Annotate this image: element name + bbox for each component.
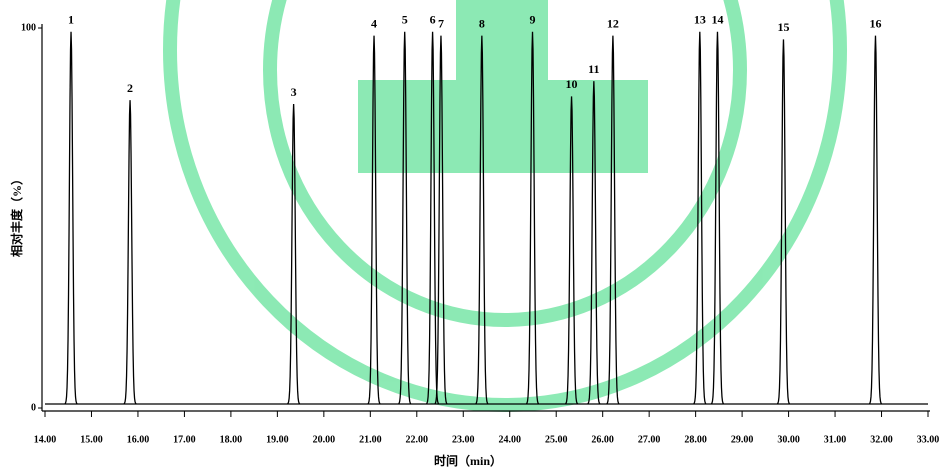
peak-label: 14 <box>711 13 723 27</box>
peak <box>475 35 489 405</box>
peak-label: 9 <box>530 13 536 27</box>
peak-label: 12 <box>607 16 619 30</box>
x-tick-label: 22.00 <box>406 434 429 445</box>
y-axis-label: 相对丰度（%） <box>9 173 24 257</box>
peak <box>587 81 601 405</box>
peak <box>367 35 381 405</box>
peak <box>776 39 790 405</box>
x-tick-label: 32.00 <box>870 434 893 445</box>
watermark-shape <box>358 80 648 173</box>
peak-label: 10 <box>566 77 578 91</box>
peak-label: 11 <box>588 62 599 76</box>
peak-label: 3 <box>291 85 297 99</box>
y-tick-label: 0 <box>31 402 36 413</box>
x-tick-label: 20.00 <box>313 434 336 445</box>
x-tick-label: 17.00 <box>173 434 196 445</box>
peak-label: 2 <box>127 81 133 95</box>
peak <box>287 103 301 405</box>
x-tick-label: 33.00 <box>917 434 940 445</box>
y-tick-label: 100 <box>21 22 36 33</box>
x-tick-label: 29.00 <box>731 434 754 445</box>
x-tick-label: 27.00 <box>638 434 661 445</box>
x-tick-label: 26.00 <box>591 434 614 445</box>
peak-label: 5 <box>402 13 408 27</box>
x-tick-label: 25.00 <box>545 434 568 445</box>
watermark-shape <box>263 0 747 327</box>
peak-label: 7 <box>438 16 444 30</box>
peak-label: 13 <box>694 13 706 27</box>
x-tick-label: 14.00 <box>34 434 57 445</box>
peak-label: 15 <box>777 20 789 34</box>
x-tick-label: 18.00 <box>220 434 243 445</box>
peak <box>710 31 724 405</box>
peak <box>565 96 579 405</box>
peak <box>693 31 707 405</box>
x-axis-label: 时间（min） <box>434 453 502 468</box>
x-tick-label: 15.00 <box>80 434 103 445</box>
x-tick-label: 16.00 <box>127 434 150 445</box>
peak <box>398 31 412 405</box>
peak-label: 8 <box>479 16 485 30</box>
x-tick-label: 31.00 <box>824 434 847 445</box>
peak-label: 16 <box>869 16 881 30</box>
peak <box>868 35 883 405</box>
peak <box>606 35 620 405</box>
watermark-shape <box>163 0 847 412</box>
peak <box>525 31 540 405</box>
peak <box>434 35 448 405</box>
peak-label: 6 <box>430 13 436 27</box>
x-tick-label: 19.00 <box>266 434 289 445</box>
x-tick-label: 30.00 <box>777 434 800 445</box>
peak-label: 1 <box>68 13 74 27</box>
watermark <box>163 0 847 412</box>
peak <box>123 100 137 405</box>
x-tick-label: 21.00 <box>359 434 382 445</box>
x-tick-label: 24.00 <box>498 434 521 445</box>
x-tick-label: 28.00 <box>684 434 707 445</box>
peak <box>64 31 78 405</box>
peak-label: 4 <box>371 16 377 30</box>
x-tick-label: 23.00 <box>452 434 475 445</box>
